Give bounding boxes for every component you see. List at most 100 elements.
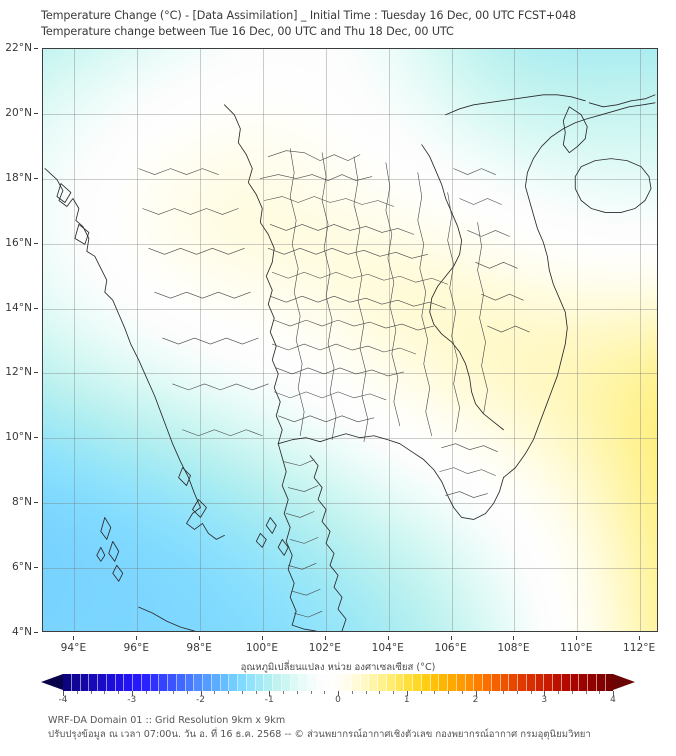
colorbar-tick: [118, 691, 119, 694]
colorbar-tick: [159, 691, 161, 694]
tick-latitude: [34, 242, 38, 244]
colorbar-tick: [530, 691, 532, 694]
footer-block: WRF-DA Domain 01 :: Grid Resolution 9km …: [48, 714, 668, 742]
latitude-label: 12°N: [5, 366, 32, 379]
geography-overlay: [44, 94, 656, 631]
colorbar-segment: [386, 674, 396, 691]
colorbar-segment: [491, 674, 501, 691]
colorbar-tick: [420, 691, 422, 694]
colorbar-tick: [269, 691, 271, 696]
colorbar-gradient-strip[interactable]: [63, 674, 614, 691]
colorbar-tick: [200, 691, 202, 696]
colorbar-tick: [255, 691, 257, 694]
colorbar-segment: [63, 674, 72, 691]
colorbar-title: อุณหภูมิเปลี่ยนแปลง หน่วย องศาเซลเซียส (…: [240, 662, 436, 673]
colorbar-segment: [211, 674, 221, 691]
colorbar-segment: [150, 674, 160, 691]
tick-latitude: [34, 112, 38, 114]
colorbar-segment: [71, 674, 81, 691]
colorbar-segment: [308, 674, 317, 691]
colorbar-segment: [246, 674, 256, 691]
tick-latitude: [34, 307, 38, 309]
colorbar-segment: [159, 674, 168, 691]
colorbar-label: -3: [127, 695, 137, 705]
longitude-label: 112°E: [623, 642, 656, 654]
longitude-label: 96°E: [123, 642, 150, 654]
colorbar-segment: [351, 674, 361, 691]
colorbar-tick: [76, 691, 78, 694]
colorbar-tick: [585, 691, 587, 694]
colorbar-tick: [173, 691, 174, 694]
colorbar-segment: [596, 674, 606, 691]
colorbar-segment: [439, 674, 448, 691]
colorbar-tick: [104, 691, 106, 694]
longitude-label: 94°E: [60, 642, 87, 654]
colorbar-tick: [131, 691, 133, 696]
colorbar-segment: [203, 674, 212, 691]
colorbar-segment: [229, 674, 238, 691]
colorbar-segment: [378, 674, 387, 691]
colorbar-tick: [186, 691, 188, 694]
colorbar-segment: [404, 674, 413, 691]
chart-title-block: Temperature Change (°C) - [Data Assimila…: [41, 8, 641, 39]
longitude-label: 104°E: [371, 642, 404, 654]
latitude-label: 4°N: [12, 626, 32, 638]
colorbar-segment: [89, 674, 98, 691]
colorbar-tick: [338, 691, 339, 696]
colorbar-label: -1: [264, 695, 274, 705]
colorbar-segment: [264, 674, 273, 691]
colorbar-tick: [489, 691, 491, 694]
longitude-label: 106°E: [434, 642, 467, 654]
latitude-label: 14°N: [5, 301, 32, 314]
colorbar-segment: [421, 674, 431, 691]
colorbar-tick: [544, 691, 546, 696]
tick-longitude: [576, 636, 578, 640]
colorbar-segment: [185, 674, 195, 691]
colorbar-tick: [365, 691, 367, 694]
map-plot-area[interactable]: [42, 48, 658, 632]
colorbar-tick: [296, 691, 298, 694]
colorbar-segment: [194, 674, 203, 691]
colorbar-segment: [518, 674, 527, 691]
latitude-label: 22°N: [5, 42, 32, 54]
tick-longitude: [324, 636, 326, 640]
colorbar-segment: [561, 674, 571, 691]
colorbar-segment: [238, 674, 247, 691]
tick-longitude: [387, 636, 389, 640]
latitude-label: 18°N: [5, 171, 32, 184]
colorbar-tick: [324, 691, 326, 694]
colorbar-segment: [316, 674, 326, 691]
colorbar-label: 3: [541, 695, 548, 705]
colorbar-tick: [599, 691, 601, 694]
longitude-label: 108°E: [497, 642, 530, 654]
temperature-anomaly-field: [43, 49, 657, 631]
tick-longitude: [136, 636, 138, 640]
colorbar-label: -2: [196, 695, 205, 705]
anomaly-canvas: [43, 49, 657, 631]
colorbar-segment: [98, 674, 107, 691]
tick-longitude: [262, 636, 263, 640]
colorbar-segment: [141, 674, 151, 691]
colorbar-segment: [369, 674, 378, 691]
latitude-label: 8°N: [12, 496, 32, 509]
colorbar-label: -4: [58, 695, 68, 705]
colorbar-segment: [176, 674, 186, 691]
tick-latitude: [34, 632, 38, 633]
colorbar-body[interactable]: [41, 674, 635, 691]
tick-latitude: [34, 48, 38, 49]
colorbar-tick: [283, 691, 284, 694]
colorbar-label: 0: [335, 695, 341, 705]
map-figure[interactable]: [42, 48, 658, 632]
footer-update-credit: ปรับปรุงข้อมูล ณ เวลา 07:00น. วัน อ. ที่…: [48, 729, 591, 740]
colorbar-segment: [343, 674, 352, 691]
colorbar-segment: [133, 674, 142, 691]
colorbar-tick: [448, 691, 449, 694]
tick-longitude: [450, 636, 452, 640]
tick-latitude: [34, 502, 38, 504]
colorbar-tick: [461, 691, 463, 694]
colorbar-tick: [558, 691, 559, 694]
colorbar[interactable]: อุณหภูมิเปลี่ยนแปลง หน่วย องศาเซลเซียส (…: [0, 660, 676, 708]
title-line-2: Temperature change between Tue 16 Dec, 0…: [41, 24, 454, 38]
colorbar-segment: [395, 674, 405, 691]
colorbar-high-extend-arrow: [613, 674, 635, 690]
